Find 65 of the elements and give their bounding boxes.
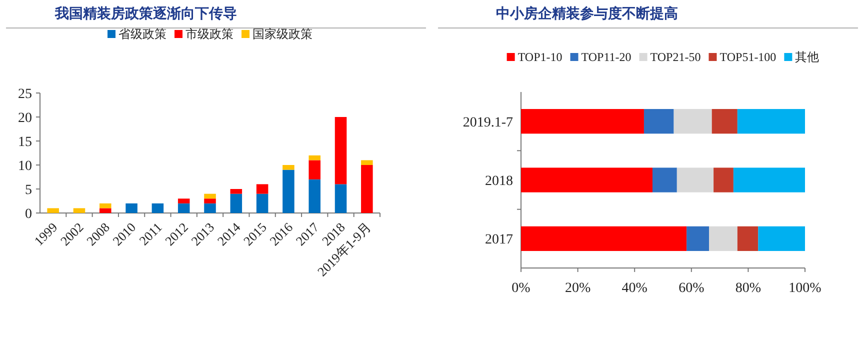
y-tick-label: 5 bbox=[25, 183, 32, 198]
bar bbox=[521, 109, 644, 134]
bar bbox=[674, 109, 712, 134]
legend-label: TOP1-10 bbox=[518, 50, 562, 64]
legend-label: 国家级政策 bbox=[252, 27, 312, 41]
x-tick-label: 2011 bbox=[136, 220, 165, 248]
x-tick-label: 0% bbox=[512, 281, 531, 296]
x-tick-label: 100% bbox=[788, 281, 822, 296]
bar bbox=[709, 226, 738, 251]
bar bbox=[334, 117, 347, 184]
legend-label: 市级政策 bbox=[186, 27, 234, 41]
bar bbox=[737, 226, 758, 251]
bar bbox=[230, 189, 242, 194]
x-tick-label: 60% bbox=[678, 281, 705, 296]
legend-label: 其他 bbox=[795, 50, 820, 64]
bar bbox=[308, 160, 320, 180]
bar bbox=[204, 194, 216, 199]
bar bbox=[204, 203, 216, 213]
bar bbox=[100, 203, 112, 208]
bar bbox=[334, 184, 347, 213]
bar bbox=[521, 168, 652, 192]
bar bbox=[282, 165, 294, 170]
bar bbox=[652, 168, 677, 192]
bar bbox=[733, 168, 805, 192]
bar bbox=[644, 109, 674, 134]
legend-label: TOP51-100 bbox=[720, 50, 776, 64]
bar bbox=[204, 198, 216, 204]
chart-title: 中小房企精装参与度不断提高 bbox=[496, 5, 678, 22]
bar bbox=[676, 168, 714, 192]
x-tick-label: 80% bbox=[735, 281, 762, 296]
bar bbox=[100, 208, 112, 213]
bar bbox=[361, 165, 373, 213]
legend-label: TOP11-20 bbox=[581, 50, 632, 64]
bar bbox=[256, 194, 268, 213]
y-tick-label: 2019.1-7 bbox=[462, 115, 513, 130]
y-tick-label: 10 bbox=[18, 159, 32, 174]
bar bbox=[521, 226, 687, 251]
x-tick-label: 1999 bbox=[31, 220, 60, 249]
y-tick-label: 0 bbox=[25, 207, 32, 222]
y-tick-label: 15 bbox=[18, 135, 32, 150]
bar bbox=[152, 203, 164, 213]
bar bbox=[714, 168, 734, 192]
chart-title: 我国精装房政策逐渐向下传导 bbox=[54, 5, 237, 22]
y-tick-label: 25 bbox=[18, 87, 32, 102]
bar bbox=[282, 170, 294, 213]
x-tick-label: 20% bbox=[564, 281, 591, 296]
y-tick-label: 2018 bbox=[485, 174, 513, 189]
legend-label: TOP21-50 bbox=[650, 50, 701, 64]
bar bbox=[178, 203, 190, 213]
bar bbox=[73, 208, 86, 213]
bar bbox=[126, 203, 138, 213]
bar bbox=[308, 155, 320, 160]
x-tick-label: 40% bbox=[622, 281, 648, 296]
bar bbox=[737, 109, 805, 134]
bar bbox=[308, 179, 320, 213]
y-tick-label: 20 bbox=[18, 111, 32, 126]
bar bbox=[758, 226, 805, 251]
bar bbox=[47, 208, 59, 213]
bar bbox=[686, 226, 710, 251]
bar bbox=[712, 109, 738, 134]
bar bbox=[256, 184, 268, 194]
legend-label: 省级政策 bbox=[118, 27, 166, 41]
bar bbox=[178, 198, 190, 204]
bar bbox=[230, 194, 242, 213]
bar bbox=[361, 160, 373, 165]
